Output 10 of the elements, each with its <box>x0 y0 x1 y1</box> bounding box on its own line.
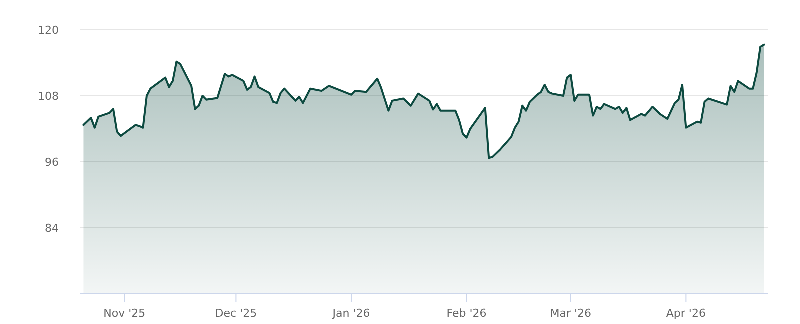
x-tick-label: Apr '26 <box>666 307 706 320</box>
y-tick-label: 84 <box>45 222 59 235</box>
x-tick-label: Feb '26 <box>446 307 487 320</box>
y-tick-label: 96 <box>45 156 59 169</box>
x-tick-label: Mar '26 <box>550 307 592 320</box>
x-tick-label: Nov '25 <box>104 307 146 320</box>
y-tick-label: 120 <box>38 24 59 37</box>
x-tick-label: Dec '25 <box>215 307 258 320</box>
x-tick-label: Jan '26 <box>332 307 370 320</box>
y-tick-label: 108 <box>38 90 59 103</box>
